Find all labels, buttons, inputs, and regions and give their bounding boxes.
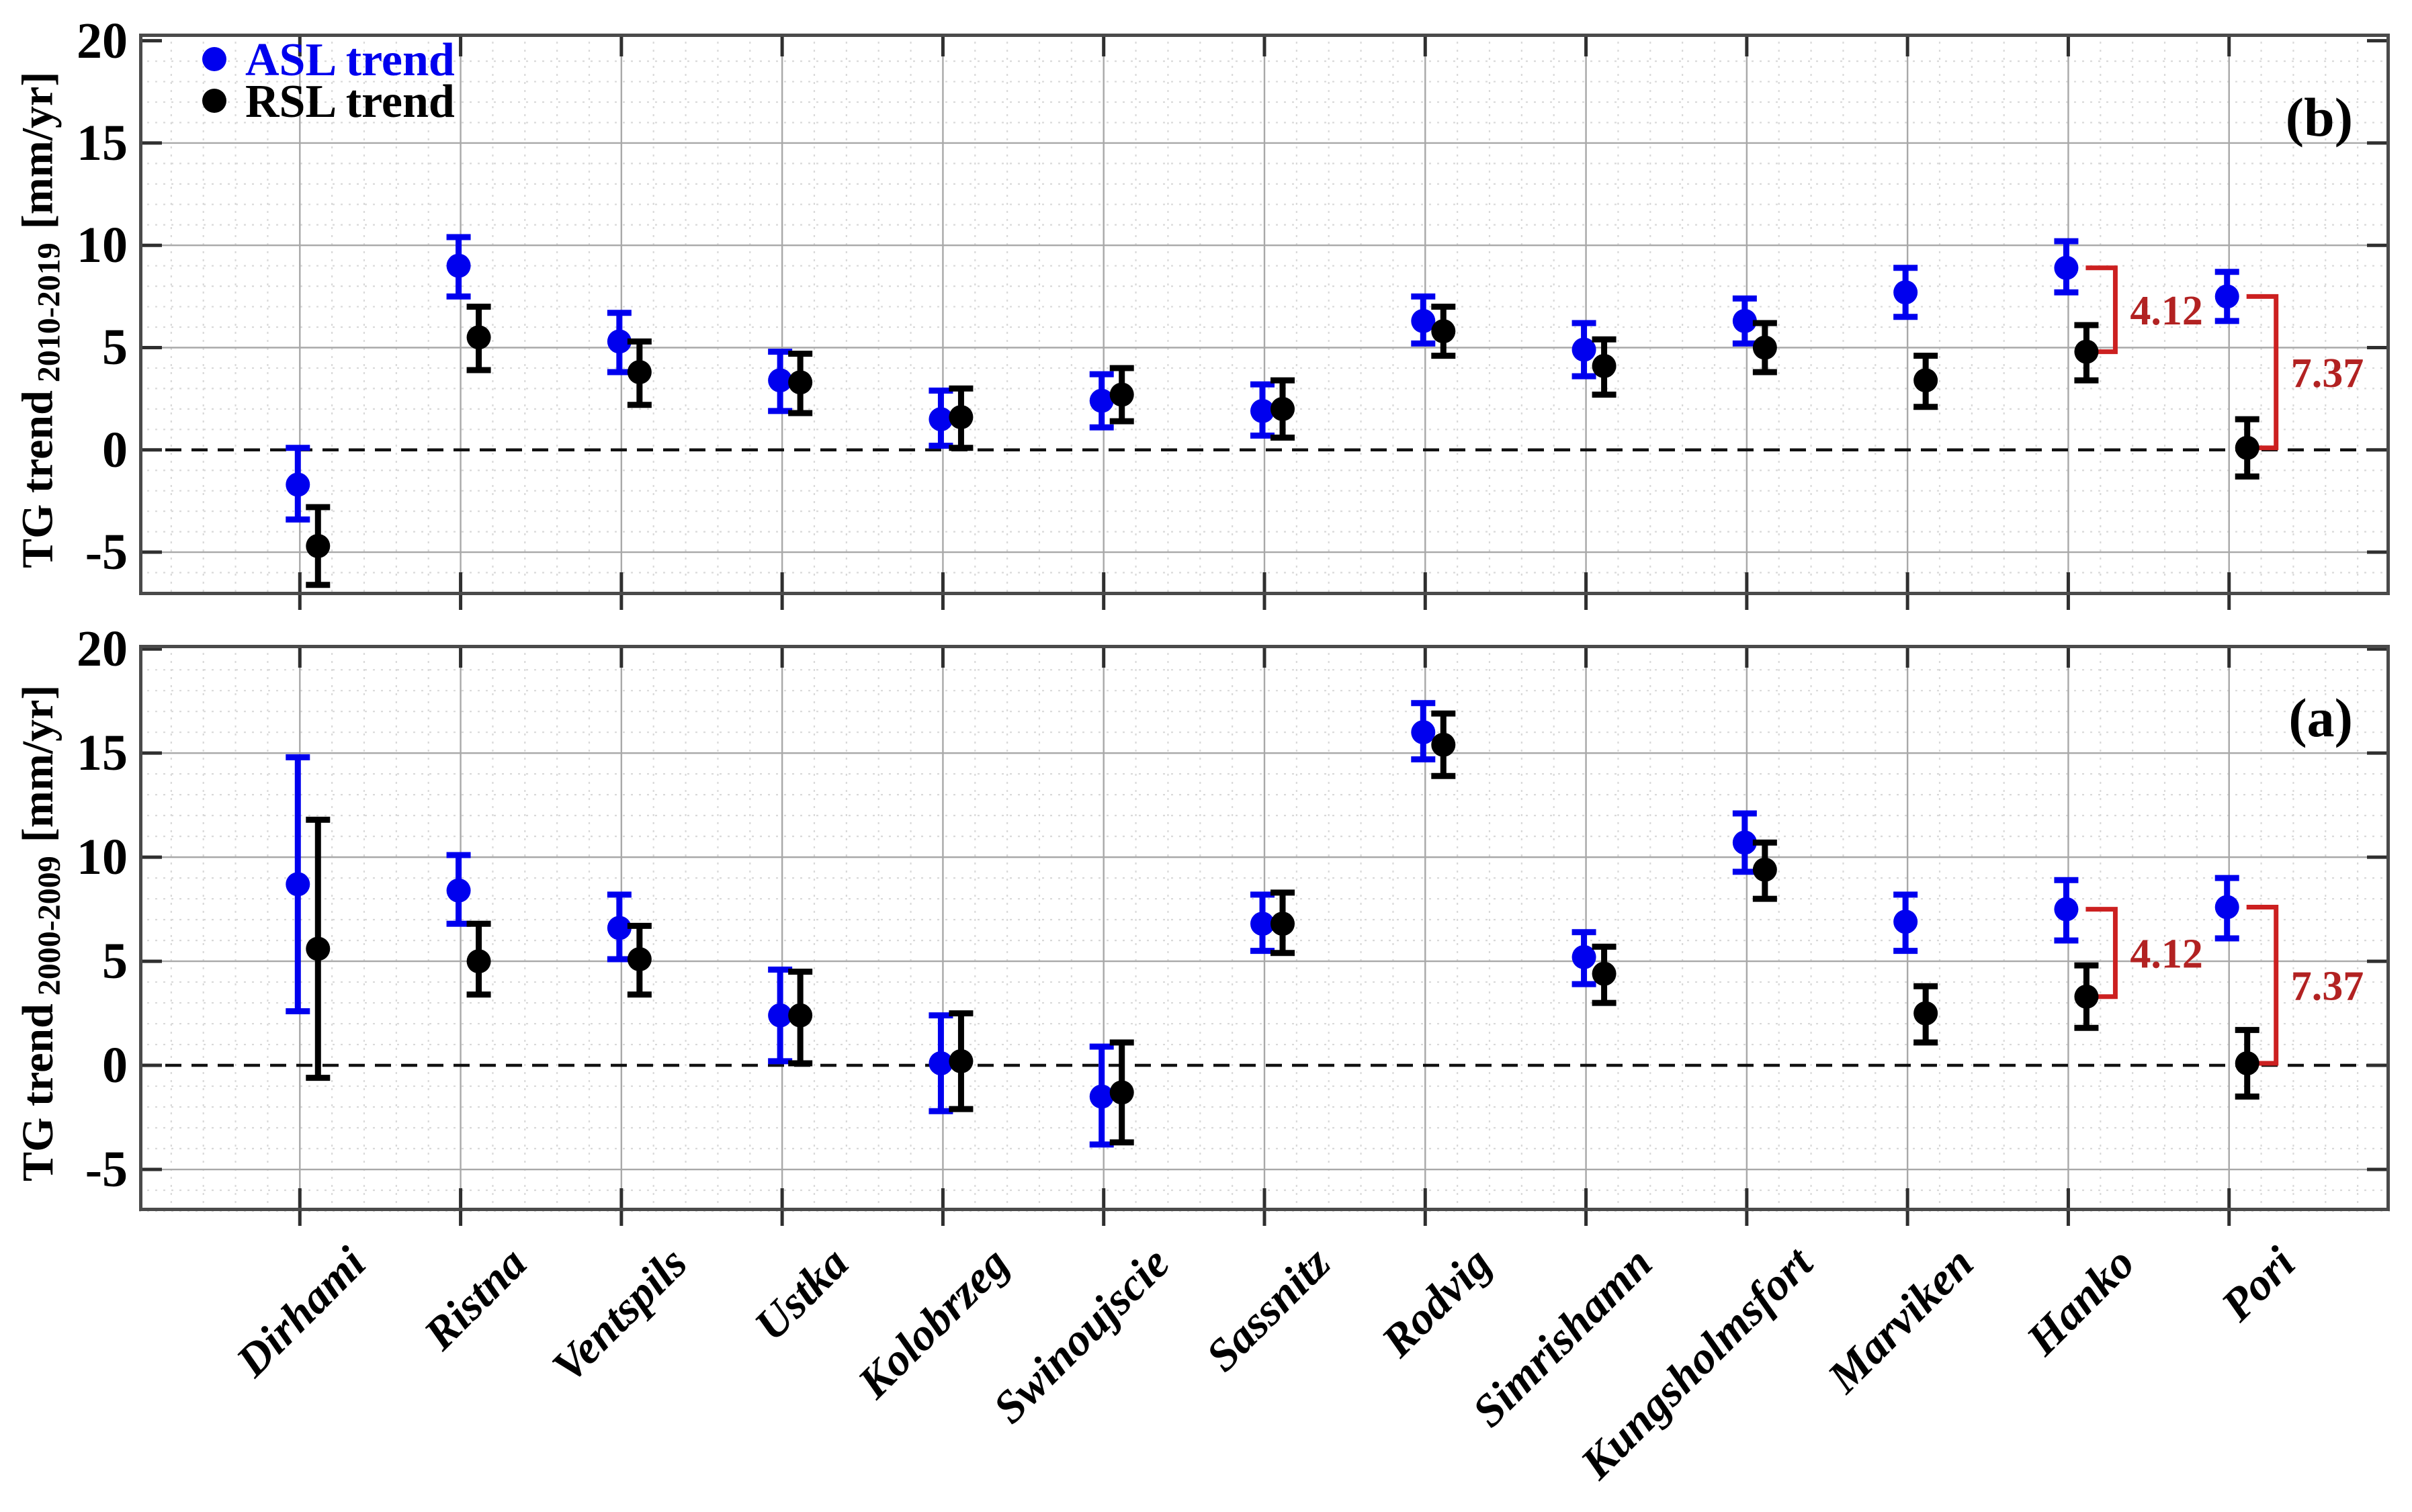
rsl-point [1913,1001,1938,1026]
rsl-point [2074,339,2099,364]
panel-b-label: (b) [2285,87,2353,148]
rsl-point [1431,732,1456,757]
x-tick-label: Ustka [744,1237,858,1351]
difference-bracket [2246,905,2279,1066]
asl-point [286,472,310,497]
x-tick-label: Rodvig [1371,1237,1501,1367]
y-tick-label: 20 [77,621,128,678]
x-tick-label: Dirhami [226,1237,376,1386]
rsl-point [788,370,813,395]
rsl-point [306,936,331,961]
asl-point [1571,944,1596,969]
asl-point [2214,284,2239,309]
y-tick-label: 20 [77,12,128,69]
asl-point [1411,720,1436,745]
rsl-point [466,949,491,974]
asl-point [2054,255,2079,280]
x-tick-label: Swinoujscie [983,1237,1180,1433]
asl-point [1732,308,1757,333]
difference-label: 4.12 [2130,288,2203,334]
asl-point [2214,895,2239,920]
rsl-point [2235,435,2259,460]
rsl-point [1592,961,1617,986]
asl-point [607,916,632,940]
y-tick-label: 0 [102,421,128,478]
rsl-point [1752,335,1777,360]
x-tick-label: Ristna [413,1237,537,1360]
asl-point [768,1003,793,1028]
rsl-point [949,405,974,430]
asl-point [286,872,310,897]
asl-point [1571,337,1596,362]
rsl-point [466,325,491,350]
legend-label: RSL trend [245,76,455,128]
y-tick-label: 10 [77,217,128,274]
x-tick-label: Kolobrzeg [847,1237,1019,1408]
rsl-point [1270,911,1295,936]
asl-point [768,368,793,393]
rsl-point [627,360,652,385]
asl-point [929,1051,953,1075]
asl-point [1893,909,1918,934]
asl-point [1732,830,1757,855]
asl-point [446,253,471,278]
y-tick-label: 10 [77,829,128,886]
difference-bracket [2085,265,2118,355]
panel-a-plot: 4.12 7.37 [139,645,2390,1226]
asl-point [929,407,953,432]
asl-point [1411,308,1436,333]
y-tick-label: -5 [85,1141,128,1198]
rsl-point [949,1049,974,1073]
rsl-point [2074,984,2099,1009]
y-tick-label: 15 [77,114,128,171]
rsl-point [788,1003,813,1028]
difference-label: 7.37 [2291,964,2364,1010]
rsl-point [2235,1051,2259,1075]
x-tick-label: Ventspils [542,1237,697,1392]
x-tick-label: Sassnitz [1196,1237,1340,1381]
y-tick-label: 0 [102,1037,128,1094]
x-tick-label: Marviken [1817,1237,1983,1403]
asl-point [446,878,471,903]
x-tick-label: Hanko [2016,1237,2144,1365]
difference-bracket [2246,294,2279,451]
rsl-point [627,946,652,971]
difference-bracket [2085,907,2118,999]
asl-point [1089,388,1114,413]
rsl-point [1913,368,1938,393]
y-tick-label: 5 [102,933,128,990]
rsl-point [306,533,331,558]
legend-label: ASL trend [245,34,455,86]
asl-point [1089,1084,1114,1109]
rsl-point [1752,857,1777,882]
difference-label: 7.37 [2291,351,2364,396]
asl-point [1893,280,1918,305]
y-tick-label: 5 [102,319,128,376]
rsl-point [1109,1080,1134,1105]
rsl-point [1270,396,1295,421]
panel-b: 4.12 7.37 ASL trend RSL trend [139,34,2390,610]
rsl-point [1592,353,1617,378]
legend-marker-rsl [202,89,226,113]
panel-a: 4.12 7.37 [139,645,2390,1226]
legend-marker-asl [202,47,226,71]
panel-a-label: (a) [2288,687,2353,748]
x-tick-label: Pori [2210,1237,2305,1331]
asl-point [2054,897,2079,922]
y-tick-label: -5 [85,524,128,581]
asl-point [607,329,632,354]
difference-label: 4.12 [2130,932,2203,977]
asl-point [1250,911,1275,936]
rsl-point [1431,319,1456,344]
rsl-point [1109,382,1134,407]
asl-point [1250,398,1275,423]
y-tick-label: 15 [77,725,128,782]
